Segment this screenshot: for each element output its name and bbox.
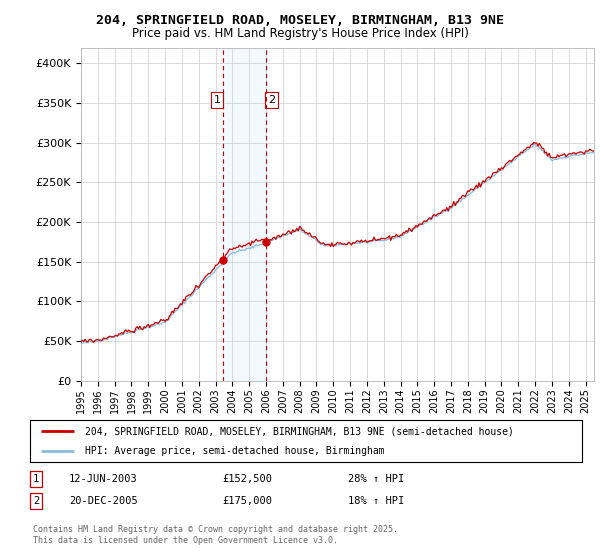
Text: £152,500: £152,500 (222, 474, 272, 484)
Text: HPI: Average price, semi-detached house, Birmingham: HPI: Average price, semi-detached house,… (85, 446, 385, 456)
Text: 204, SPRINGFIELD ROAD, MOSELEY, BIRMINGHAM, B13 9NE: 204, SPRINGFIELD ROAD, MOSELEY, BIRMINGH… (96, 14, 504, 27)
Bar (223, 48, 266, 381)
Text: 28% ↑ HPI: 28% ↑ HPI (348, 474, 404, 484)
Text: 12-JUN-2003: 12-JUN-2003 (69, 474, 138, 484)
Text: 2: 2 (33, 496, 39, 506)
Text: £175,000: £175,000 (222, 496, 272, 506)
Text: 204, SPRINGFIELD ROAD, MOSELEY, BIRMINGHAM, B13 9NE (semi-detached house): 204, SPRINGFIELD ROAD, MOSELEY, BIRMINGH… (85, 427, 514, 437)
Text: 18% ↑ HPI: 18% ↑ HPI (348, 496, 404, 506)
Text: 1: 1 (214, 95, 221, 105)
Text: 2: 2 (268, 95, 275, 105)
Text: 1: 1 (33, 474, 39, 484)
Text: 20-DEC-2005: 20-DEC-2005 (69, 496, 138, 506)
Text: Price paid vs. HM Land Registry's House Price Index (HPI): Price paid vs. HM Land Registry's House … (131, 27, 469, 40)
Text: Contains HM Land Registry data © Crown copyright and database right 2025.
This d: Contains HM Land Registry data © Crown c… (33, 525, 398, 545)
